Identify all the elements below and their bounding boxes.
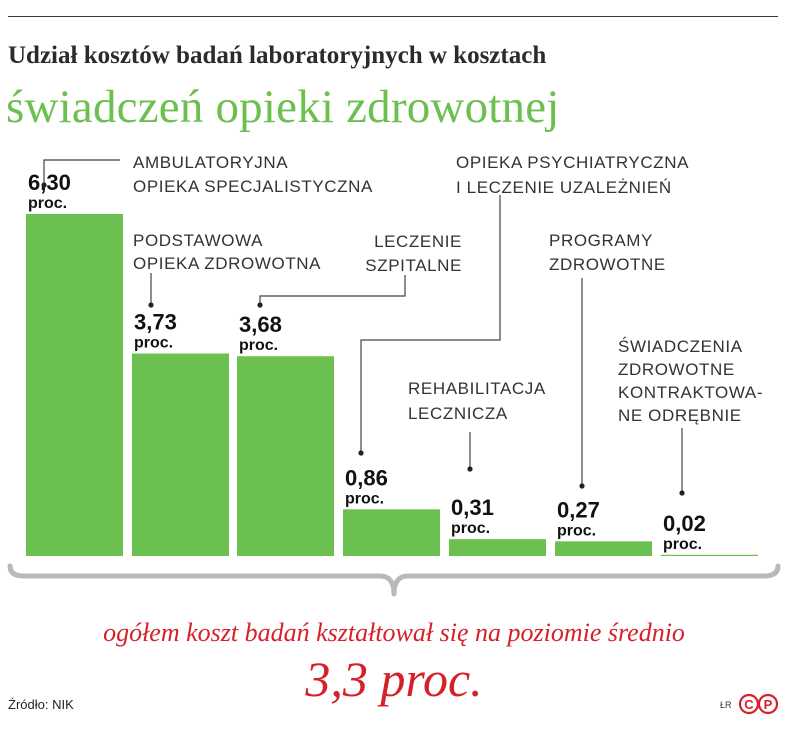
data-unit-label: proc. <box>345 490 384 507</box>
category-label: LECZENIE SZPITALNE <box>365 232 462 275</box>
data-unit-label: proc. <box>663 536 702 553</box>
category-label-line: ŚWIADCZENIA <box>618 337 743 356</box>
bar <box>343 509 440 556</box>
data-unit-label: proc. <box>134 335 173 352</box>
bar <box>132 353 229 556</box>
data-label: 3,73 <box>134 310 177 335</box>
data-label: 6,30 <box>28 170 71 195</box>
category-label-line: NE ODRĘBNIE <box>618 406 742 425</box>
data-label: 3,68 <box>239 312 282 337</box>
category-label: PODSTAWOWA OPIEKA ZDROWOTNA <box>133 231 321 273</box>
data-label: 0,31 <box>451 495 494 520</box>
category-label-line: AMBULATORYJNA <box>133 153 288 172</box>
data-unit-label: proc. <box>28 195 67 212</box>
chart-title: Udział kosztów badań laboratoryjnych w k… <box>8 42 547 69</box>
chart-subtitle: świadczeń opieki zdrowotnej <box>6 81 560 133</box>
leader-line <box>43 159 120 183</box>
data-unit-label: proc. <box>451 520 490 537</box>
total-brace <box>7 563 781 597</box>
data-unit-label: proc. <box>557 522 596 539</box>
author-signature: ŁR <box>720 700 732 710</box>
category-label-line: OPIEKA SPECJALISTYCZNA <box>133 177 373 196</box>
data-unit-label: proc. <box>239 337 278 354</box>
category-label-line: PROGRAMY <box>549 231 653 250</box>
svg-text:C: C <box>744 697 754 712</box>
category-label: PROGRAMY ZDROWOTNE <box>549 231 666 274</box>
category-label: AMBULATORYJNA OPIEKA SPECJALISTYCZNA <box>133 153 373 196</box>
category-label: REHABILITACJA LECZNICZA <box>408 379 546 423</box>
source-note: Źródło: NIK <box>8 697 74 712</box>
leader-line <box>259 275 406 303</box>
leader-dot <box>358 450 364 456</box>
data-label: 0,27 <box>557 497 600 522</box>
category-label-line: KONTRAKTOWA- <box>618 383 763 402</box>
leader-dot <box>467 466 473 472</box>
leader-line <box>360 195 501 451</box>
leader-dot <box>579 483 585 489</box>
data-label: 0,86 <box>345 465 388 490</box>
category-label-line: ZDROWOTNE <box>618 360 735 379</box>
category-label-line: LECZNICZA <box>408 404 508 423</box>
category-label-line: LECZENIE <box>374 232 462 251</box>
summary-value: 3,3 proc. <box>305 651 483 707</box>
bar <box>26 214 123 556</box>
category-label: OPIEKA PSYCHIATRYCZNA I LECZENIE UZALEŻNI… <box>456 153 689 197</box>
bar <box>237 356 334 556</box>
category-label-line: ZDROWOTNE <box>549 255 666 274</box>
summary-text: ogółem koszt badań kształtował się na po… <box>103 618 685 647</box>
svg-text:P: P <box>764 697 773 712</box>
category-label-line: REHABILITACJA <box>408 379 546 398</box>
cp-logo-icon: C P <box>739 693 779 715</box>
top-rule <box>8 16 778 17</box>
category-label-line: OPIEKA PSYCHIATRYCZNA <box>456 153 689 172</box>
leader-dot <box>257 302 263 308</box>
leader-dot <box>148 302 154 308</box>
category-label-line: OPIEKA ZDROWOTNA <box>133 254 321 273</box>
category-label-line: PODSTAWOWA <box>133 231 263 250</box>
leader-dot <box>41 182 47 188</box>
category-label-line: I LECZENIE UZALEŻNIEŃ <box>456 178 672 197</box>
data-label: 0,02 <box>663 511 706 536</box>
category-label-line: SZPITALNE <box>365 256 462 275</box>
bar <box>449 539 546 556</box>
leader-dot <box>679 490 685 496</box>
category-label: ŚWIADCZENIA ZDROWOTNE KONTRAKTOWA- NE ODRĘB… <box>618 337 763 425</box>
bar <box>661 554 758 556</box>
bar <box>555 541 652 556</box>
